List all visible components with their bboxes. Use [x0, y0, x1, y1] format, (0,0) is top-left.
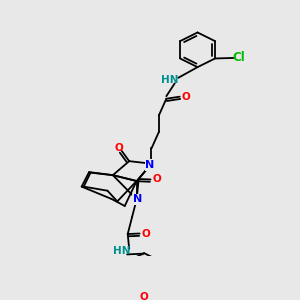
Text: O: O	[114, 143, 123, 153]
Text: O: O	[140, 292, 148, 300]
Text: O: O	[152, 175, 161, 184]
Text: N: N	[146, 160, 154, 170]
Text: O: O	[181, 92, 190, 102]
Text: O: O	[141, 229, 150, 238]
Text: Cl: Cl	[232, 52, 245, 64]
Text: HN: HN	[160, 75, 178, 85]
Text: HN: HN	[113, 246, 130, 256]
Text: N: N	[133, 194, 142, 204]
